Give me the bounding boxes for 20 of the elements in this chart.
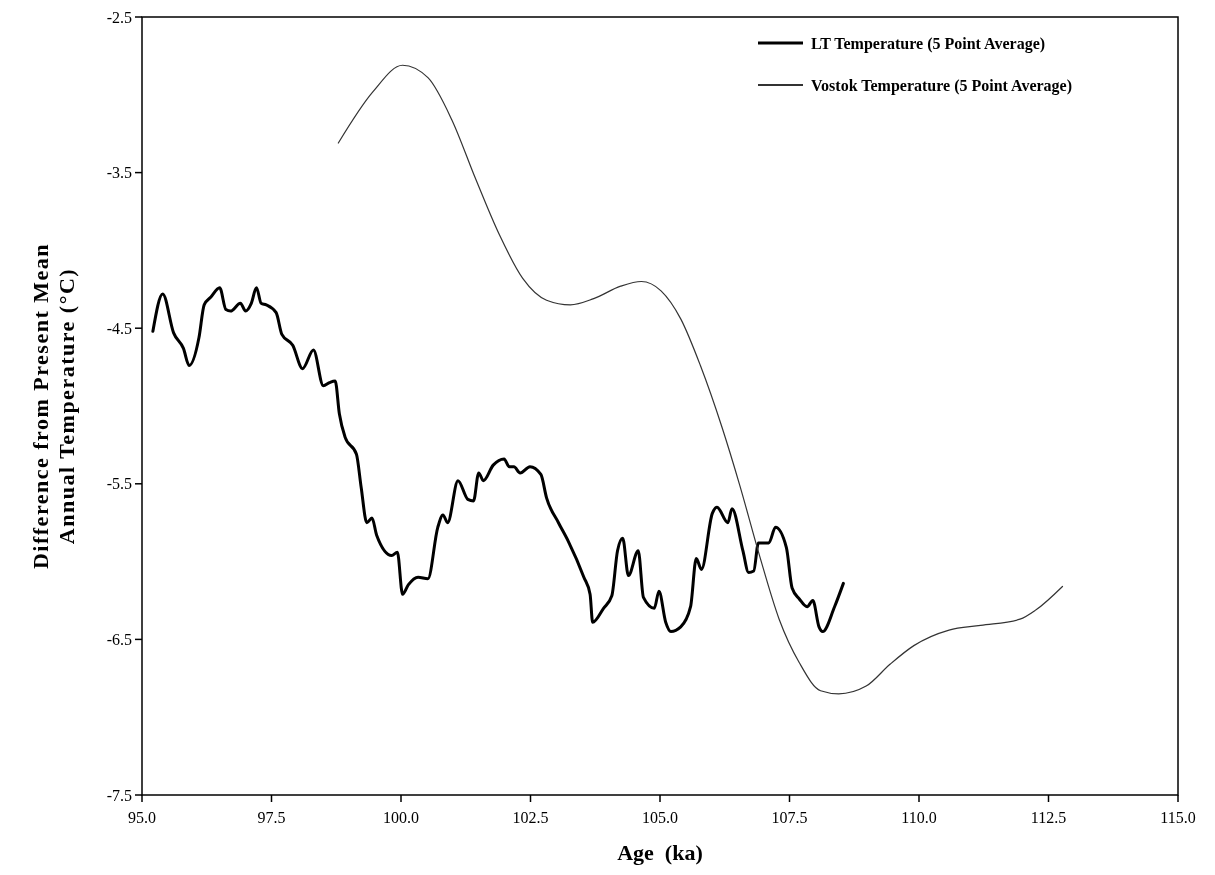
legend-label: LT Temperature (5 Point Average) [811,34,1046,53]
y-tick-label: -7.5 [106,786,132,804]
x-tick-label: 95.0 [128,809,156,826]
legend-label: Vostok Temperature (5 Point Average) [811,76,1073,95]
x-tick-label: 102.5 [512,809,549,826]
x-tick-label: 100.0 [383,809,419,826]
y-tick-label: -5.5 [106,475,132,493]
x-axis-title: Age (ka) [617,840,703,865]
x-tick-label: 110.0 [901,809,937,826]
line-series [151,286,845,634]
y-tick-label: -3.5 [106,164,132,182]
x-tick-label: 97.5 [257,809,286,826]
y-axis-title: Difference from Present Mean Annual Temperature (°C) [28,242,79,570]
y-tick-label: -4.5 [106,319,132,337]
x-tick-label: 115.0 [1160,809,1196,826]
y-tick-label: -2.5 [106,8,132,26]
y-tick-label: -6.5 [106,631,132,648]
x-tick-label: 112.5 [1030,809,1067,826]
x-tick-label: 107.5 [771,809,808,826]
x-tick-label: 105.0 [642,809,678,826]
